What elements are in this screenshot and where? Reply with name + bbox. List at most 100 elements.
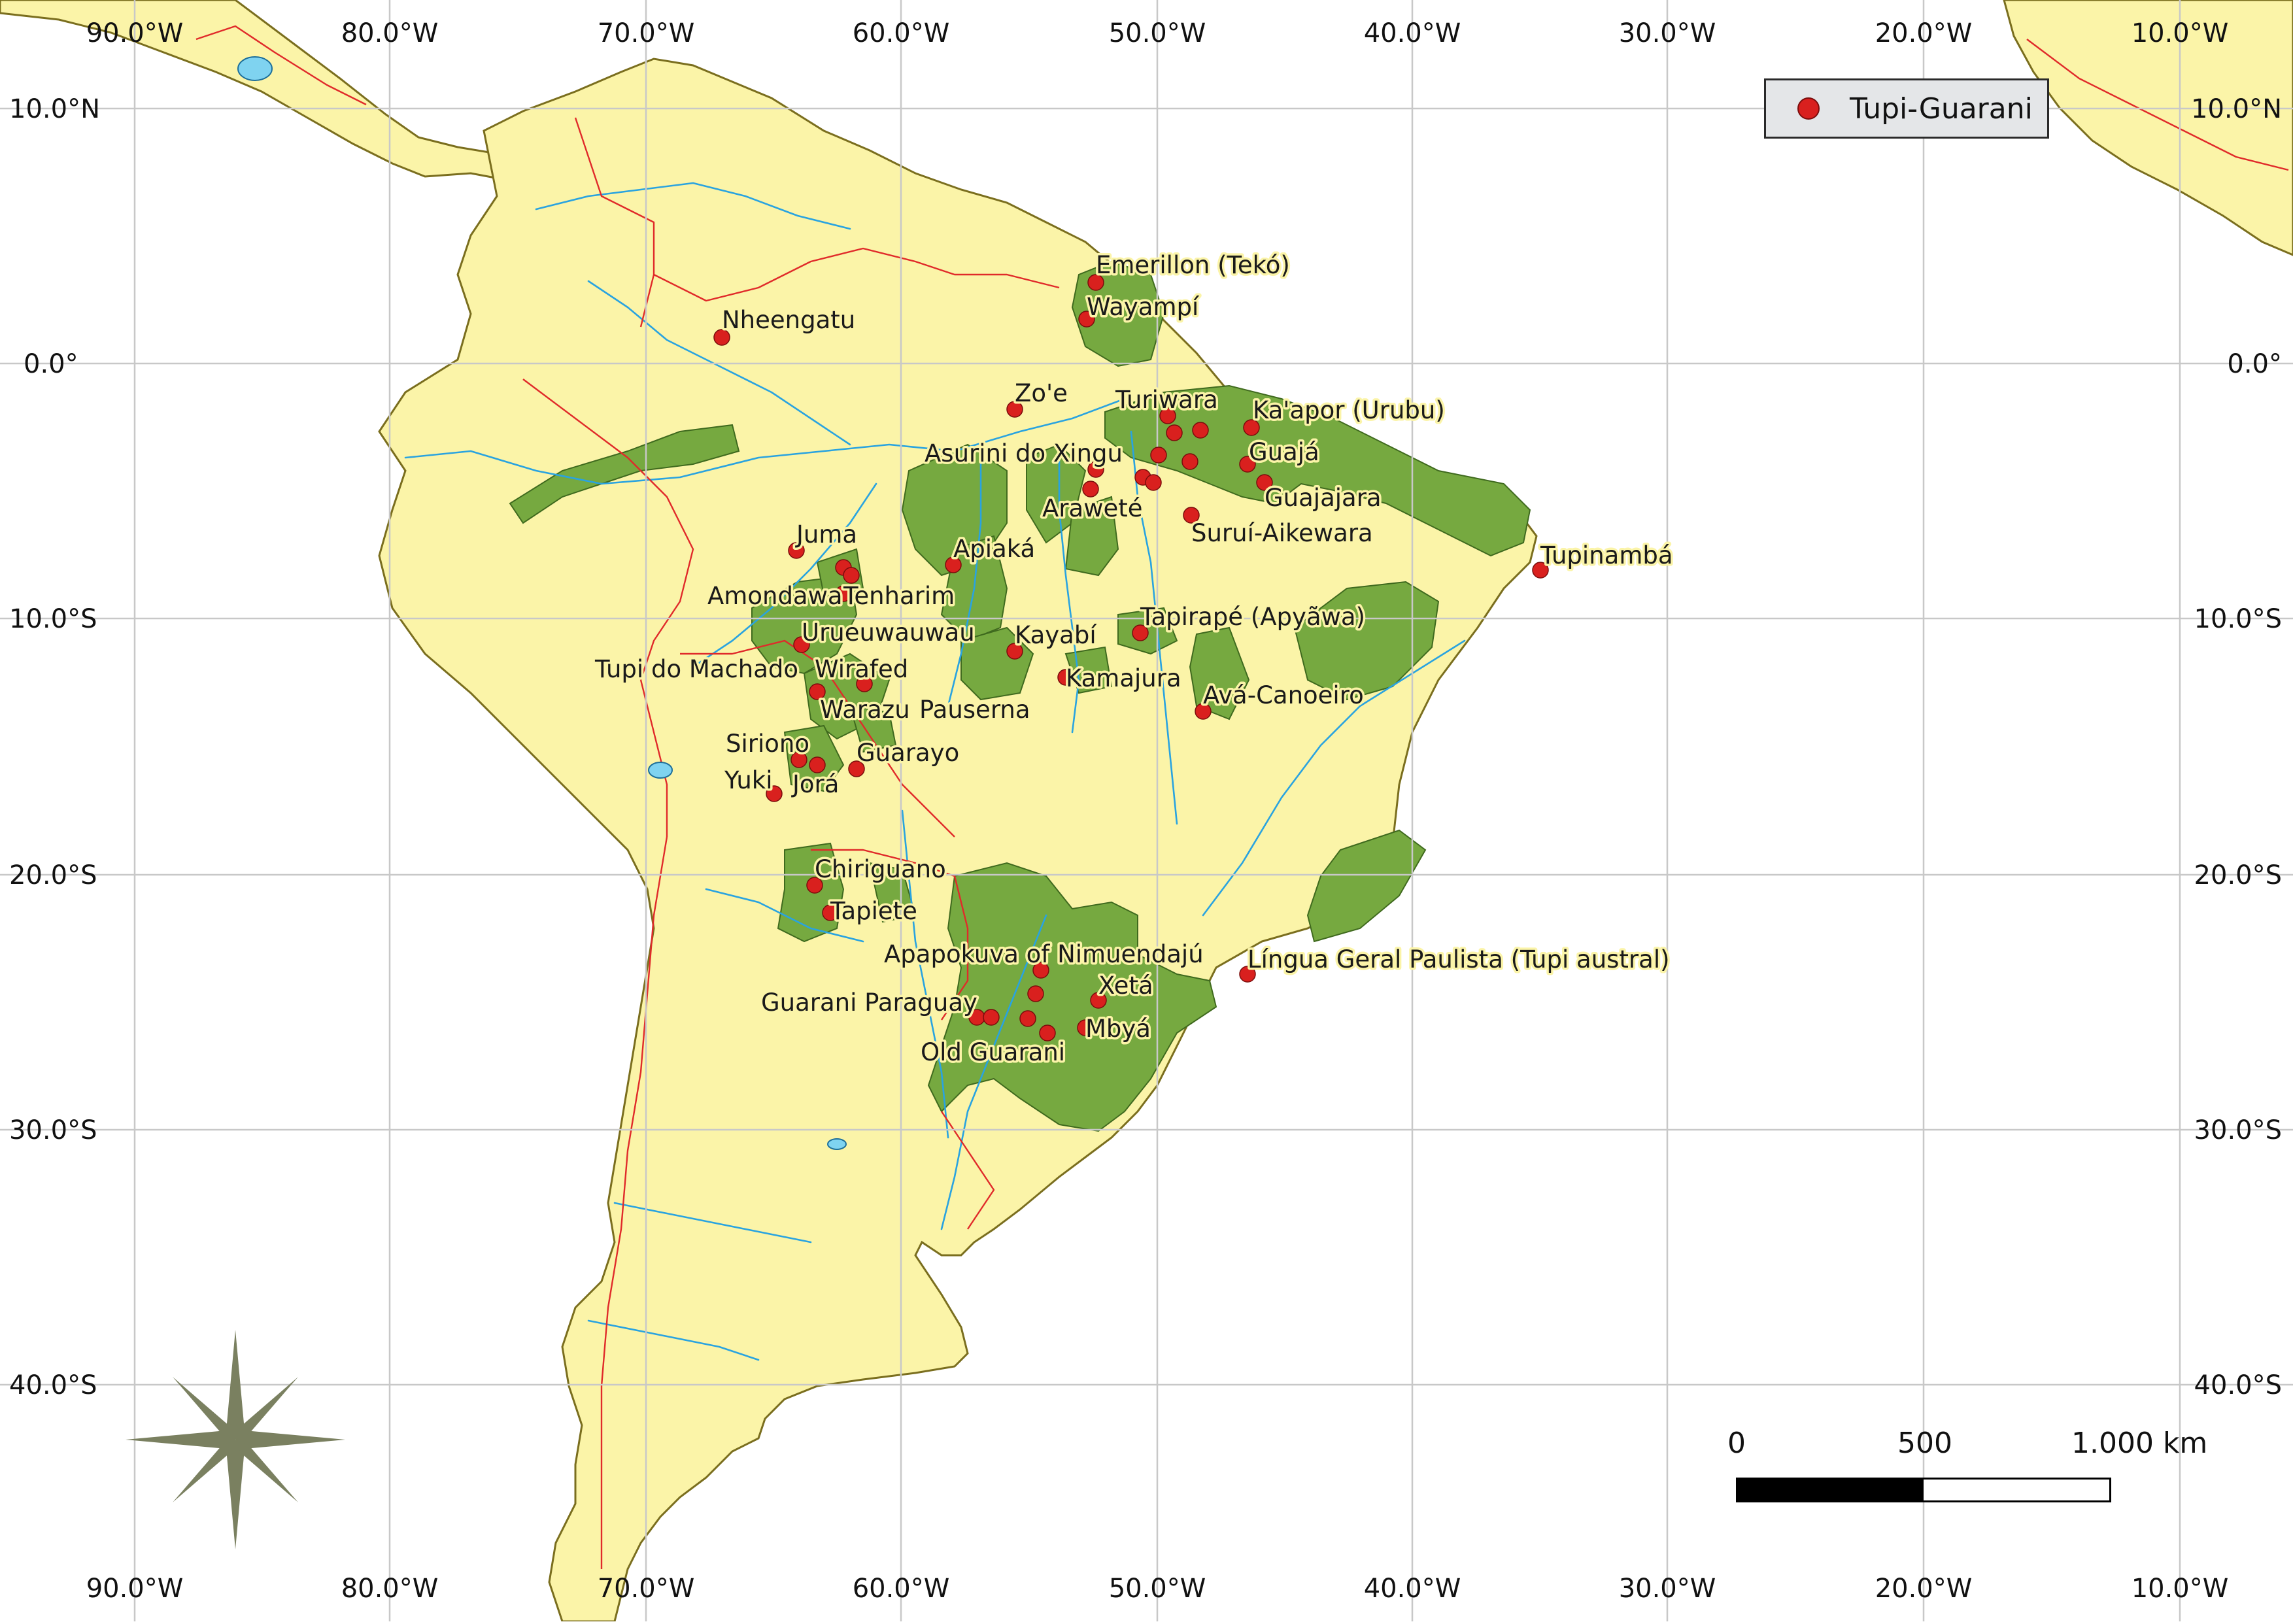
language-label[interactable]: Guajá <box>1247 436 1322 469</box>
site-marker[interactable] <box>1181 453 1198 470</box>
site-marker[interactable] <box>1077 1019 1094 1036</box>
language-label[interactable]: Tapirapé (Apyãwa) <box>1138 601 1368 634</box>
site-marker[interactable] <box>835 585 852 602</box>
site-marker[interactable] <box>1090 992 1107 1009</box>
site-marker[interactable] <box>1166 424 1183 441</box>
language-label[interactable]: Ka'apor (Urubu) <box>1251 394 1448 427</box>
left-lat-label: 10.0°S <box>9 604 97 634</box>
site-marker[interactable] <box>1243 419 1260 436</box>
site-marker[interactable] <box>1006 401 1023 418</box>
language-label[interactable]: Jorá <box>789 768 841 801</box>
language-label[interactable]: Amondawa <box>705 580 845 613</box>
language-label[interactable]: Siriono <box>724 728 812 760</box>
negro-river <box>587 280 851 446</box>
language-label[interactable]: Nheengatu <box>720 304 858 337</box>
site-marker[interactable] <box>766 785 783 802</box>
site-marker[interactable] <box>848 760 865 777</box>
site-marker[interactable] <box>1239 966 1256 983</box>
site-marker[interactable] <box>945 556 962 573</box>
border-argentina-uruguay <box>941 1111 995 1230</box>
language-label[interactable]: Warazu <box>818 694 913 726</box>
site-marker[interactable] <box>1150 447 1167 464</box>
language-label[interactable]: Tupinambá <box>1538 539 1676 572</box>
site-marker[interactable] <box>1532 562 1549 579</box>
site-marker[interactable] <box>806 877 823 894</box>
language-label[interactable]: Tupi do Machado <box>592 653 801 686</box>
xingu-river <box>1058 450 1080 734</box>
south-america-landmass <box>378 58 1538 1623</box>
site-marker[interactable] <box>1057 669 1074 686</box>
site-marker[interactable] <box>843 567 860 584</box>
left-lat-label: 20.0°S <box>9 860 97 890</box>
site-marker[interactable] <box>983 1009 1000 1026</box>
top-lon-label: 50.0°W <box>1109 18 1206 48</box>
language-label[interactable]: Guarayo <box>855 737 962 770</box>
language-label[interactable]: Wayampí <box>1085 291 1202 324</box>
site-marker[interactable] <box>809 683 826 700</box>
legend-marker-icon <box>1797 97 1820 120</box>
site-marker[interactable] <box>856 675 873 692</box>
language-label[interactable]: Wirafed <box>813 653 911 686</box>
site-marker[interactable] <box>793 636 810 653</box>
site-marker[interactable] <box>1006 643 1023 660</box>
language-label[interactable]: Suruí-Aikewara <box>1189 517 1376 550</box>
language-label[interactable]: Tenharim <box>841 580 957 613</box>
language-label[interactable]: Chiriguano <box>813 853 949 886</box>
language-sites <box>713 274 1549 1041</box>
left-lat-label: 0.0° <box>24 349 78 379</box>
paraguay-river <box>901 809 949 1139</box>
language-label[interactable]: Kayabí <box>1013 619 1100 652</box>
language-label[interactable]: Avá-Canoeiro <box>1201 679 1367 712</box>
site-marker[interactable] <box>1032 962 1049 979</box>
language-label[interactable]: Urueuwauwau <box>800 617 977 649</box>
language-label[interactable]: Yuki <box>722 764 775 797</box>
site-marker[interactable] <box>1183 507 1200 524</box>
site-marker[interactable] <box>822 904 839 921</box>
language-label[interactable]: Tapiete <box>828 895 920 928</box>
language-label[interactable]: Língua Geral Paulista (Tupi austral) <box>1246 943 1673 976</box>
site-marker[interactable] <box>1239 456 1256 473</box>
site-marker[interactable] <box>1087 274 1104 291</box>
site-marker[interactable] <box>1195 703 1212 720</box>
language-label[interactable]: Apapokuva of Nimuendajú <box>882 938 1206 971</box>
language-label[interactable]: Guajajara <box>1263 482 1384 515</box>
language-label[interactable]: Pauserna <box>917 694 1033 726</box>
area-arawete <box>1064 496 1119 577</box>
site-marker[interactable] <box>1082 481 1099 498</box>
language-label[interactable]: Mbyá <box>1083 1013 1153 1045</box>
site-marker[interactable] <box>790 751 807 768</box>
language-label[interactable]: Emerillon (Tekó) <box>1094 249 1293 282</box>
language-label[interactable]: Zo'e <box>1013 377 1070 410</box>
lakes-layer <box>237 56 847 1150</box>
site-marker[interactable] <box>1192 422 1209 439</box>
language-label[interactable]: Kamajura <box>1064 662 1184 695</box>
language-label[interactable]: Turiwara <box>1113 384 1221 416</box>
language-label[interactable]: Old Guarani <box>919 1036 1068 1069</box>
africa-landmass <box>2003 0 2293 256</box>
site-marker[interactable] <box>1087 461 1104 478</box>
bottom-lon-label: 60.0°W <box>853 1574 950 1604</box>
language-label[interactable]: Guarani Paraguay <box>759 987 980 1019</box>
site-marker[interactable] <box>1019 1010 1036 1027</box>
site-marker[interactable] <box>1027 985 1044 1002</box>
site-marker[interactable] <box>1078 311 1095 328</box>
language-label[interactable]: Xetá <box>1096 970 1156 1002</box>
site-marker[interactable] <box>1132 624 1149 641</box>
site-marker[interactable] <box>809 756 826 773</box>
site-marker[interactable] <box>1159 407 1176 424</box>
site-marker[interactable] <box>1039 1024 1056 1041</box>
language-label[interactable]: Asurini do Xingu <box>923 437 1125 470</box>
borders-layer <box>195 25 2289 1569</box>
site-marker[interactable] <box>1145 474 1162 491</box>
language-label[interactable]: Araweté <box>1040 492 1146 525</box>
language-label[interactable]: Apiaká <box>951 533 1038 566</box>
site-marker[interactable] <box>788 542 805 559</box>
site-marker[interactable] <box>1256 474 1273 491</box>
site-marker[interactable] <box>713 329 730 346</box>
lake-nicaragua <box>237 56 273 81</box>
top-lon-label: 40.0°W <box>1364 18 1461 48</box>
top-lon-label: 10.0°W <box>2132 18 2229 48</box>
language-label[interactable]: Juma <box>793 518 860 551</box>
